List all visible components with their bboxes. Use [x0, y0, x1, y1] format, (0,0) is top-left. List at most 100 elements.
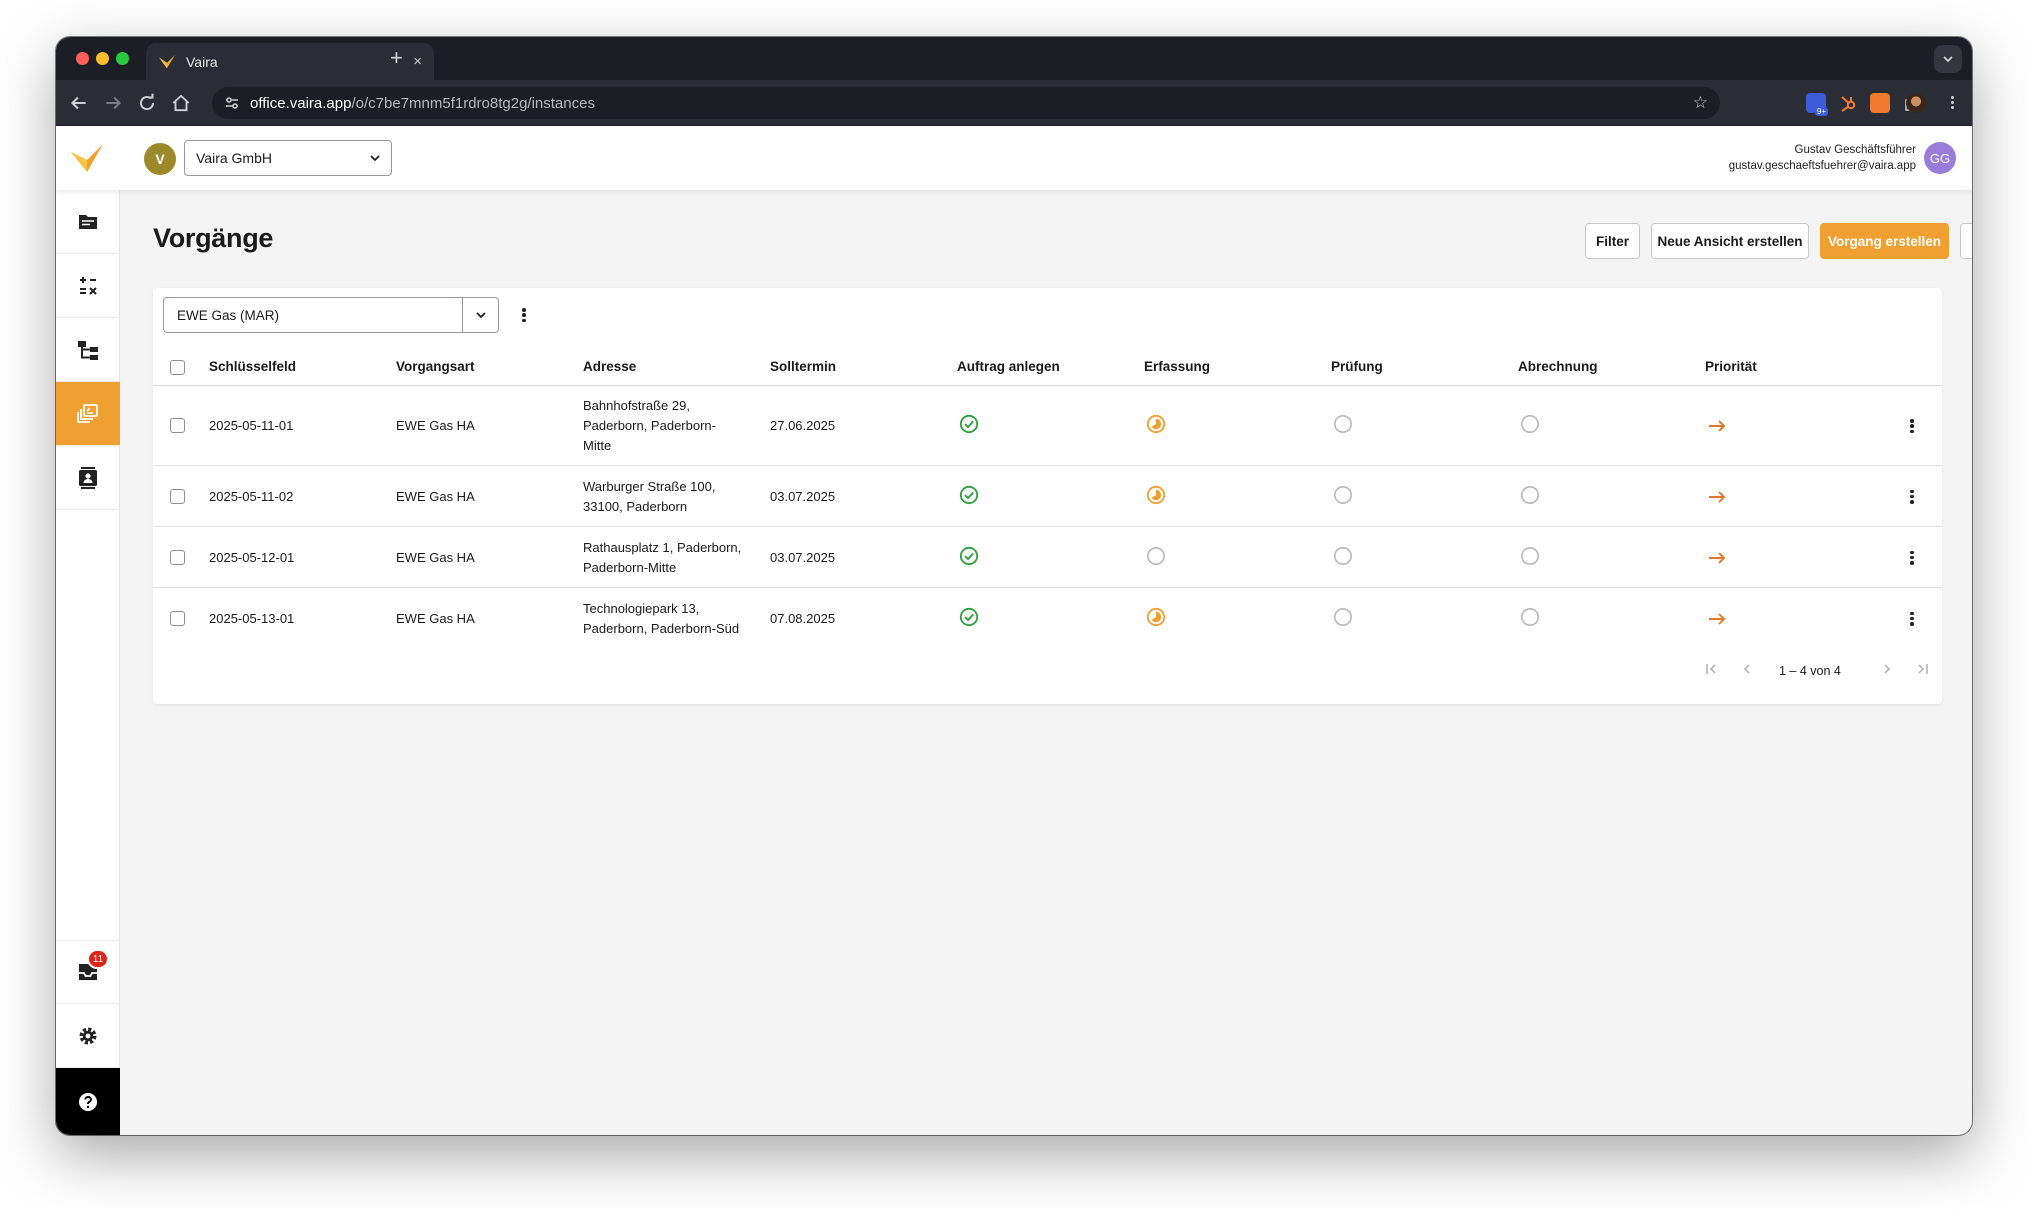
table-row[interactable]: 2025-05-11-01 EWE Gas HA Bahnhofstraße 29,…	[153, 386, 1942, 466]
create-instance-button[interactable]: Vorgang erstellen	[1820, 223, 1949, 259]
view-select[interactable]: EWE Gas (MAR)	[163, 297, 499, 333]
table-row[interactable]: 2025-05-13-01 EWE Gas HA Technologiepark 1…	[153, 588, 1942, 649]
priority-arrow-right-icon	[1709, 420, 1726, 432]
table-row[interactable]: 2025-05-12-01 EWE Gas HA Rathausplatz 1, P…	[153, 527, 1942, 588]
help-icon	[79, 1092, 97, 1111]
chevron-down-icon	[476, 312, 486, 319]
tab-close-icon[interactable]: ×	[413, 53, 422, 70]
previous-page-icon[interactable]	[1739, 661, 1755, 677]
status-auftrag-done-icon	[959, 607, 979, 626]
site-settings-icon[interactable]	[224, 95, 240, 111]
user-avatar[interactable]: GG	[1924, 142, 1956, 174]
browser-tab[interactable]: Vaira ×	[146, 43, 434, 80]
extension-orange-icon[interactable]	[1870, 93, 1890, 113]
column-header-key[interactable]: Schlüsselfeld	[209, 359, 297, 374]
column-header-date[interactable]: Solltermin	[770, 359, 837, 374]
bookmark-star-icon[interactable]: ☆	[1692, 93, 1708, 112]
next-page-icon[interactable]	[1879, 661, 1895, 677]
user-info[interactable]: Gustav Geschäftsführer gustav.geschaefts…	[1729, 142, 1916, 174]
row-checkbox[interactable]	[170, 488, 185, 504]
row-checkbox[interactable]	[170, 610, 185, 626]
status-abrechnung-open-icon	[1521, 415, 1539, 433]
sidebar-item-calculation[interactable]	[56, 254, 120, 318]
extension-hubspot-icon[interactable]	[1838, 93, 1858, 113]
column-header-order[interactable]: Auftrag anlegen	[957, 359, 1060, 374]
table-header: Schlüsselfeld Vorgangsart Adresse Sollte…	[153, 348, 1942, 386]
address-bar: office.vaira.app/o/c7be7mnm5f1rdro8tg2g/…	[56, 80, 1972, 126]
chevron-down-icon	[1943, 56, 1953, 63]
app: V Vaira GmbH Gustav Geschäftsführer gust…	[56, 126, 1972, 1135]
page-title: Vorgänge	[153, 223, 274, 253]
org-avatar: V	[144, 143, 176, 175]
inbox-badge: 11	[87, 949, 109, 969]
row-checkbox[interactable]	[170, 418, 185, 433]
url-path: /o/c7be7mnm5f1rdro8tg2g/instances	[351, 94, 595, 112]
tab-search-button[interactable]	[1934, 45, 1962, 73]
sidebar-item-structure[interactable]	[56, 318, 120, 382]
cell-key: 2025-05-11-01	[209, 418, 294, 433]
status-erfassung-in-progress-icon	[1146, 485, 1166, 504]
new-tab-button[interactable]: +	[390, 45, 403, 70]
cell-type: EWE Gas HA	[396, 488, 475, 504]
row-menu-icon[interactable]	[1904, 549, 1920, 567]
reload-icon[interactable]	[136, 92, 158, 114]
status-pruefung-open-icon	[1334, 485, 1352, 504]
extension-translate-icon[interactable]: 9+	[1806, 93, 1828, 116]
filter-button[interactable]: Filter	[1585, 223, 1640, 259]
row-menu-icon[interactable]	[1904, 488, 1920, 506]
sidebar-item-inbox[interactable]: 11	[56, 940, 120, 1004]
chevron-down-icon	[370, 155, 380, 162]
address-line: Warburger Straße 100,	[583, 478, 716, 494]
home-icon[interactable]	[170, 92, 192, 114]
sidebar-item-settings[interactable]	[56, 1004, 120, 1068]
cell-address: Warburger Straße 100, 33100, Paderborn	[583, 477, 715, 517]
last-page-icon[interactable]	[1915, 661, 1931, 677]
url-host: office.vaira.app	[250, 94, 352, 112]
status-erfassung-in-progress-icon	[1146, 607, 1166, 626]
table-row[interactable]: 2025-05-11-02 EWE Gas HA Warburger Straße …	[153, 466, 1942, 527]
back-icon[interactable]	[68, 92, 90, 114]
forward-icon[interactable]	[102, 92, 124, 114]
row-menu-icon[interactable]	[1904, 417, 1920, 435]
cell-date: 27.06.2025	[770, 418, 836, 433]
column-header-address[interactable]: Adresse	[583, 359, 637, 374]
sidebar-item-documents[interactable]	[56, 190, 120, 254]
sidebar-item-instances[interactable]	[56, 382, 120, 446]
row-menu-icon[interactable]	[1904, 610, 1920, 628]
status-erfassung-open-icon	[1147, 546, 1165, 565]
cell-date: 03.07.2025	[770, 488, 836, 504]
status-pruefung-open-icon	[1334, 415, 1352, 433]
cell-date: 07.08.2025	[770, 610, 836, 626]
url-field[interactable]: office.vaira.app/o/c7be7mnm5f1rdro8tg2g/…	[212, 87, 1720, 119]
browser-menu-icon[interactable]	[1944, 94, 1960, 112]
new-view-button[interactable]: Neue Ansicht erstellen	[1651, 223, 1809, 259]
view-menu-icon[interactable]	[516, 306, 532, 324]
status-abrechnung-open-icon	[1521, 485, 1539, 504]
column-header-billing[interactable]: Abrechnung	[1518, 359, 1598, 374]
row-checkbox[interactable]	[170, 549, 185, 565]
column-header-priority[interactable]: Priorität	[1705, 359, 1757, 374]
cell-key: 2025-05-11-02	[209, 488, 294, 504]
extension-badge: 9+	[1814, 107, 1828, 116]
profile-avatar[interactable]	[1906, 93, 1926, 113]
vaira-favicon-icon	[159, 54, 175, 68]
select-all-checkbox[interactable]	[170, 360, 185, 375]
minimize-window-button[interactable]	[96, 52, 109, 65]
cell-date: 03.07.2025	[770, 549, 836, 565]
calculation-icon	[80, 276, 97, 295]
column-header-review[interactable]: Prüfung	[1331, 359, 1383, 374]
page-menu-button[interactable]	[1960, 223, 1972, 259]
first-page-icon[interactable]	[1703, 661, 1719, 677]
status-abrechnung-open-icon	[1521, 607, 1539, 626]
maximize-window-button[interactable]	[116, 52, 129, 65]
org-select[interactable]: Vaira GmbH	[184, 140, 392, 176]
vaira-logo-icon[interactable]	[70, 143, 104, 173]
column-header-capture[interactable]: Erfassung	[1144, 359, 1211, 374]
close-window-button[interactable]	[76, 52, 89, 65]
sidebar-item-contacts[interactable]	[56, 446, 120, 510]
priority-arrow-right-icon	[1709, 612, 1726, 625]
sidebar-item-help[interactable]	[56, 1068, 120, 1135]
contacts-icon	[79, 466, 97, 489]
instances-card: EWE Gas (MAR) Schlüsselfeld Vorgangsart …	[153, 288, 1942, 704]
column-header-type[interactable]: Vorgangsart	[396, 359, 475, 374]
